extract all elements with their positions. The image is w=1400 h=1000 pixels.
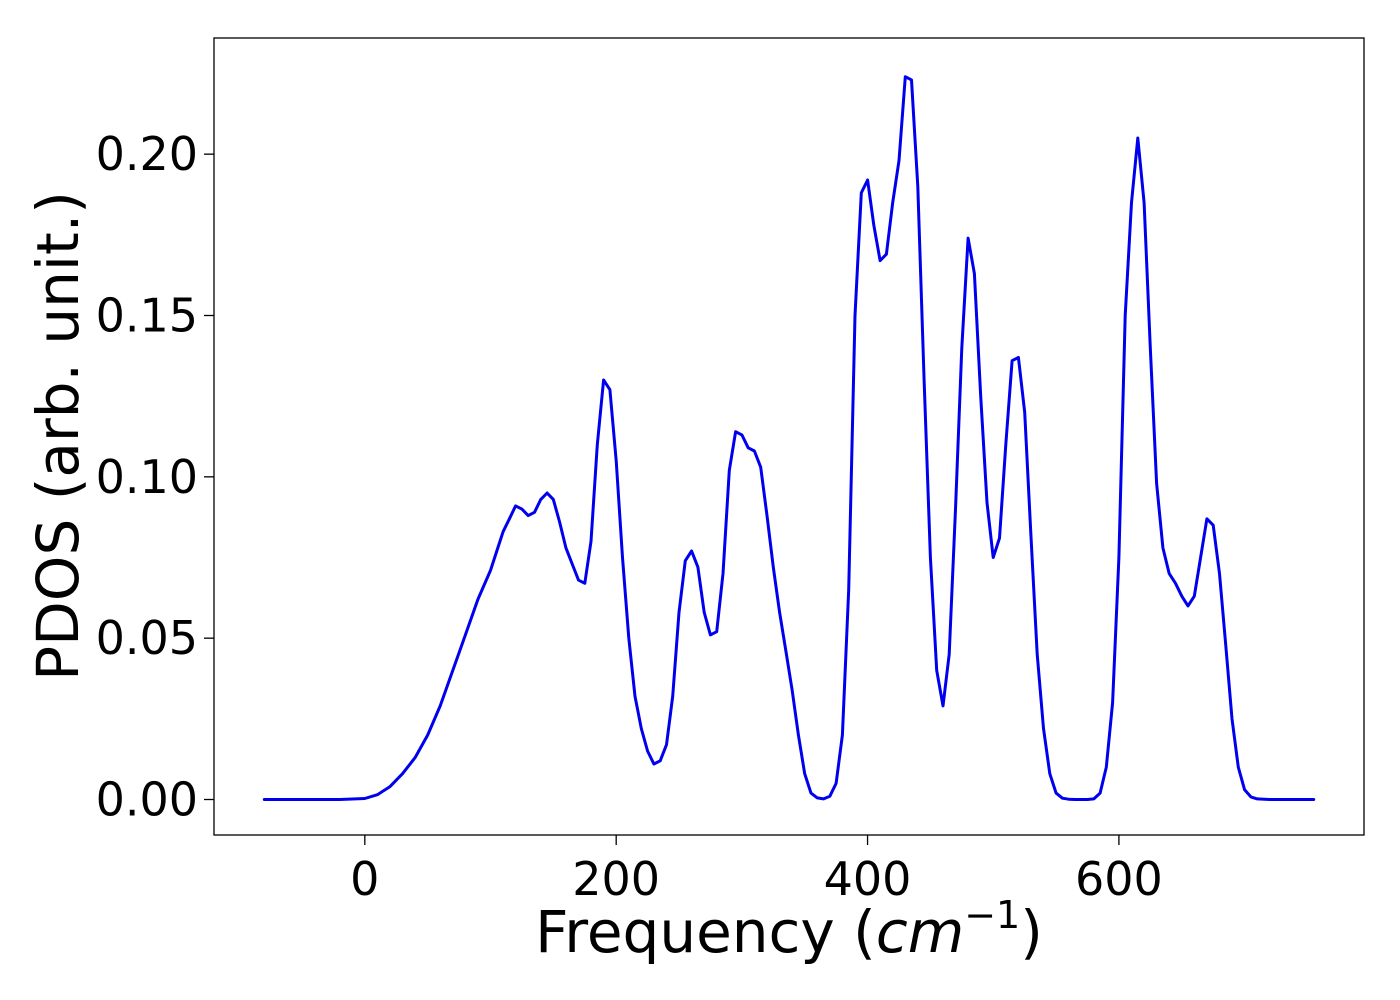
y-tick-label: 0.00 [96, 773, 198, 827]
x-tick-label: 400 [824, 852, 912, 906]
x-axis-unit-base: cm [876, 898, 964, 966]
x-axis-label: Frequency (cm−1) [535, 893, 1043, 966]
plot-frame [213, 37, 1365, 836]
series-layer [262, 75, 1316, 801]
x-axis-label-close: ) [1020, 898, 1043, 966]
x-tick-label: 600 [1075, 852, 1163, 906]
y-tick-label: 0.15 [96, 288, 198, 342]
x-tick-label: 0 [350, 852, 379, 906]
x-tick-label: 200 [572, 852, 660, 906]
y-axis-label: PDOS (arb. unit.) [24, 191, 92, 681]
ticks-layer: 0 200 400 600 0.00 0.05 0.10 0.15 0.20 [96, 127, 1163, 906]
y-tick-label: 0.20 [96, 127, 198, 181]
y-tick-label: 0.10 [96, 450, 198, 504]
y-tick-label: 0.05 [96, 611, 198, 665]
pdos-series-line [262, 75, 1316, 801]
x-axis-unit-exp: −1 [964, 893, 1020, 937]
